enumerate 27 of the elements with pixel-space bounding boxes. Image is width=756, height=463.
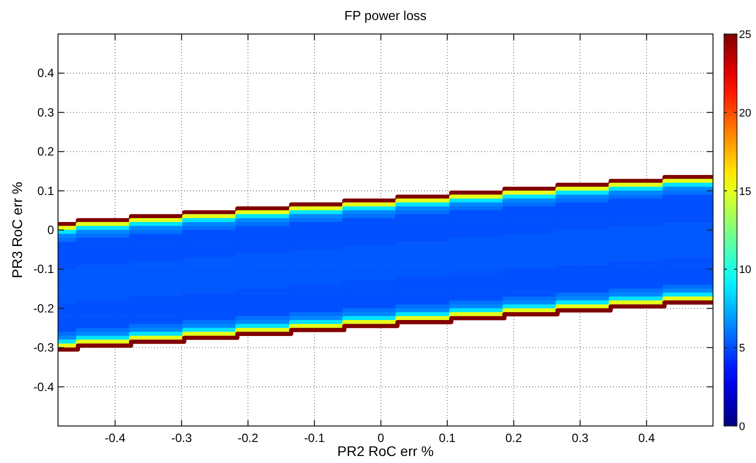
- y-tick-label: -0.1: [33, 262, 54, 276]
- x-tick-label: 0.4: [638, 431, 656, 445]
- y-tick-label: -0.2: [33, 301, 54, 316]
- color-bar-label: 20: [739, 107, 752, 120]
- x-tick-label: -0.1: [304, 431, 326, 445]
- color-bar-label: 10: [739, 264, 752, 276]
- x-tick-label: -0.3: [171, 431, 192, 445]
- y-axis-title: PR3 RoC err %: [9, 182, 25, 278]
- color-bar-label: 15: [739, 186, 752, 198]
- y-tick-label: -0.3: [33, 340, 54, 355]
- color-bar-label: 5: [739, 342, 746, 355]
- x-tick-label: 0: [378, 431, 385, 445]
- x-tick-label: 0.3: [572, 431, 589, 445]
- y-tick-label: -0.4: [33, 380, 54, 394]
- y-tick-label: 0.4: [37, 66, 54, 80]
- y-tick-label: 0.2: [37, 144, 54, 159]
- color-bar-label: 25: [739, 29, 752, 41]
- chart-title: FP power loss: [344, 8, 428, 23]
- x-tick-label: 0.2: [505, 431, 522, 445]
- y-tick-label: 0.3: [37, 105, 54, 120]
- x-axis-title: PR2 RoC err %: [337, 443, 434, 459]
- x-tick-label: -0.2: [238, 431, 259, 445]
- x-tick-label: -0.4: [104, 431, 126, 445]
- x-tick-label: 0.1: [438, 431, 456, 445]
- y-tick-label: 0.1: [37, 184, 54, 198]
- color-bar-label: 0: [739, 421, 746, 433]
- y-tick-label: 0: [47, 223, 54, 237]
